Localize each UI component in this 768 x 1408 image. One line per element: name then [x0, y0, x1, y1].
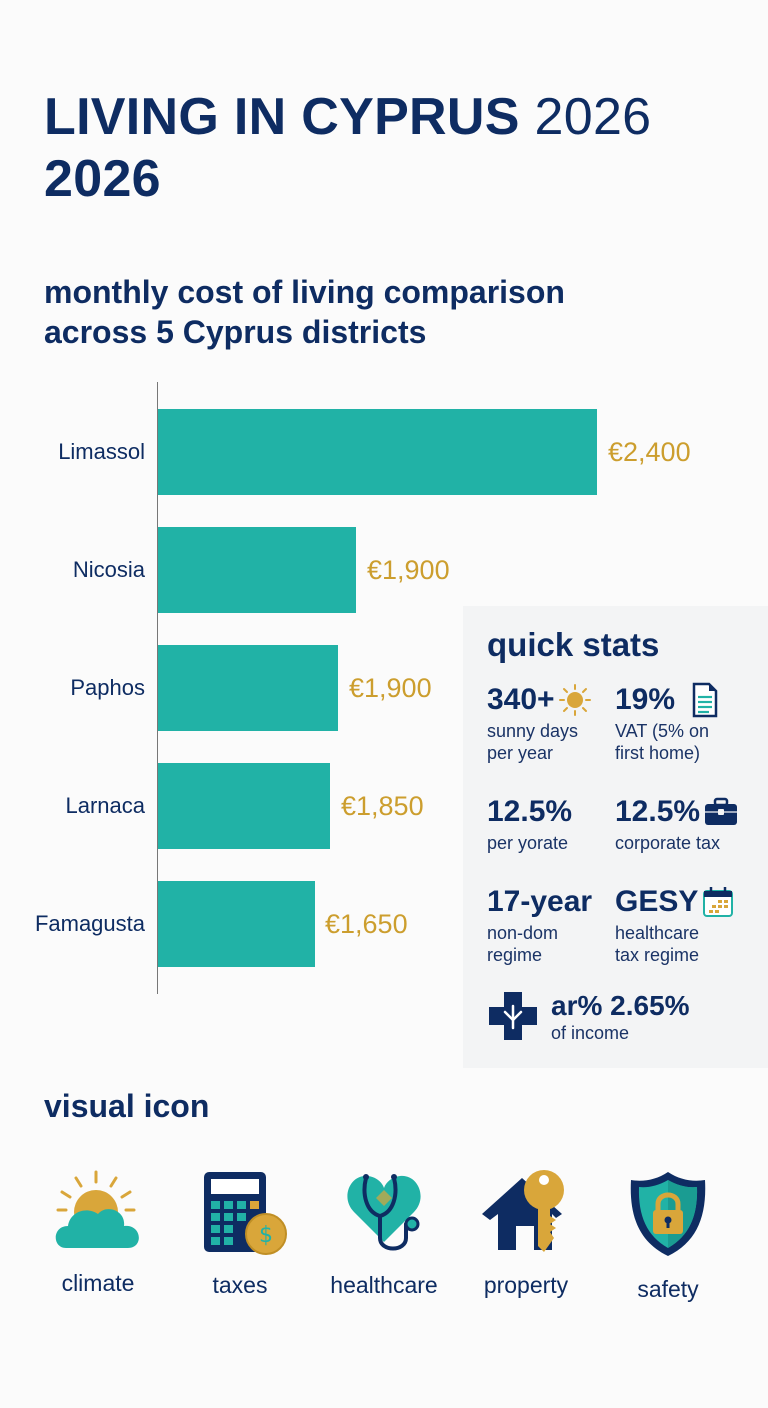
stat-vat: 19% VAT (5% on first home): [615, 682, 723, 764]
stat-corporate-tax: 12.5% corporate tax: [615, 794, 738, 854]
icon-label: climate: [61, 1270, 135, 1296]
stat-gesy-contribution: ar% 2.65% of income: [487, 988, 690, 1044]
svg-text:$: $: [259, 1223, 273, 1248]
stat-value: 12.5%: [487, 795, 573, 828]
stat-value: 12.5%: [615, 795, 701, 828]
icon-label: safety: [637, 1276, 699, 1302]
stat-value: 17-year: [487, 885, 593, 918]
page-title: LIVING IN CYPRUS 2026 2026: [44, 86, 651, 210]
stat-non-dom: 17-year non-dom regime: [487, 884, 592, 966]
bar-label: Larnaca: [65, 793, 145, 818]
shield-lock-icon: [630, 1172, 706, 1256]
subtitle-text: monthly cost of living comparison across…: [44, 274, 565, 350]
bar-value: €1,650: [325, 909, 408, 939]
medical-cross-icon: [489, 992, 537, 1040]
bar: [158, 881, 315, 967]
stat-desc: regime: [487, 945, 543, 965]
stat-desc: corporate tax: [615, 833, 721, 853]
stat-desc: of income: [551, 1023, 630, 1043]
stat-gesy: GESY healthcare tax regime: [615, 884, 734, 966]
document-icon: [692, 682, 718, 718]
title-bold: LIVING IN CYPRUS: [44, 88, 520, 146]
stat-sunny-days: 340+ sunny days per year: [487, 682, 591, 764]
icon-label: property: [483, 1272, 569, 1298]
icon-item-healthcare: healthcare: [314, 1168, 454, 1299]
icons-heading: visual icon: [44, 1088, 210, 1124]
stat-value: 340+: [487, 683, 555, 716]
bar-value: €2,400: [608, 437, 691, 467]
chart-axis: [157, 382, 158, 994]
stat-desc: per year: [487, 743, 554, 763]
calendar-icon: [703, 887, 734, 917]
stat-desc: VAT (5% on: [615, 721, 710, 741]
stat-value: GESY: [615, 885, 699, 918]
stat-desc: per yorate: [487, 833, 569, 853]
stat-value: 19%: [615, 683, 676, 716]
stat-personal-rate: 12.5% per yorate: [487, 794, 572, 854]
stat-desc: non-dom: [487, 923, 559, 943]
house-key-icon: [482, 1170, 564, 1252]
stat-desc: healthcare: [615, 923, 700, 943]
bar: [158, 645, 338, 731]
stat-desc: tax regime: [615, 945, 700, 965]
sun-cloud-icon: [55, 1170, 139, 1248]
calculator-coin-icon: $: [204, 1172, 287, 1255]
bar-row-famagusta: Famagusta €1,650: [0, 881, 768, 967]
bar: [158, 527, 356, 613]
icon-item-property: property: [456, 1168, 596, 1299]
stat-desc: sunny days: [487, 721, 579, 741]
bar: [158, 763, 330, 849]
icon-item-climate: climate: [28, 1168, 168, 1297]
title-year-line2: 2026: [44, 150, 161, 208]
bar-label: Nicosia: [72, 557, 145, 582]
bar-value: €1,850: [341, 791, 424, 821]
bar-row-limassol: Limassol €2,400: [0, 409, 768, 495]
icon-item-safety: safety: [598, 1168, 738, 1303]
briefcase-icon: [705, 797, 738, 825]
bar-value: €1,900: [349, 673, 432, 703]
bar-row-nicosia: Nicosia €1,900: [0, 527, 768, 613]
icon-label: healthcare: [330, 1272, 438, 1298]
icon-item-taxes: $ taxes: [170, 1168, 310, 1299]
bar-value: €1,900: [367, 555, 450, 585]
bar: [158, 409, 597, 495]
stat-value: ar% 2.65%: [551, 990, 690, 1021]
icon-label: taxes: [212, 1272, 268, 1298]
bar-label: Famagusta: [34, 911, 145, 936]
bar-row-larnaca: Larnaca €1,850: [0, 763, 768, 849]
bar-label: Limassol: [58, 439, 145, 464]
chart-subtitle: monthly cost of living comparison across…: [44, 272, 664, 352]
title-year: 2026: [534, 88, 652, 146]
heart-stethoscope-icon: [347, 1174, 421, 1251]
stat-desc: first home): [615, 743, 701, 763]
quick-stats-panel: quick stats 340+ sunny days per year 19%: [463, 606, 768, 1068]
quick-stats-heading: quick stats: [487, 626, 660, 663]
bar-row-paphos: Paphos €1,900: [0, 645, 768, 731]
bar-label: Paphos: [70, 675, 145, 700]
sun-icon: [558, 684, 591, 716]
